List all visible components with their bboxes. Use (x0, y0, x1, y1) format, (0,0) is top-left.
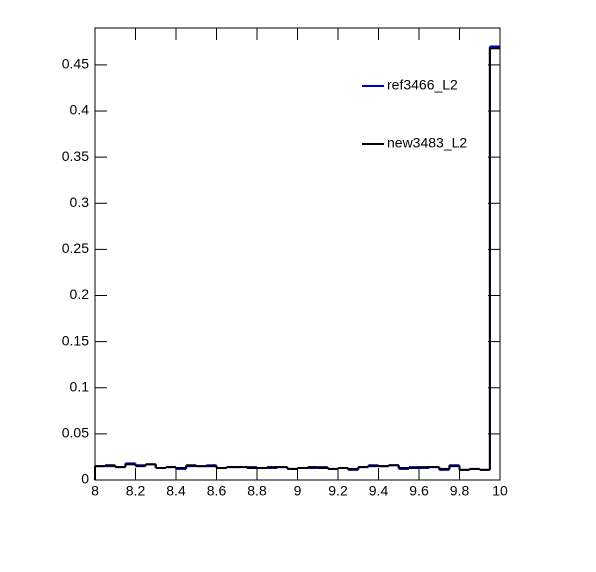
x-tick-label: 10 (492, 483, 508, 499)
y-tick-label: 0.35 (62, 148, 89, 164)
x-tick-label: 8.4 (166, 483, 186, 499)
y-tick-label: 0.4 (70, 102, 90, 118)
y-tick-label: 0.15 (62, 332, 89, 348)
y-tick-label: 0.45 (62, 56, 89, 72)
x-tick-label: 9.4 (369, 483, 389, 499)
x-tick-label: 9 (294, 483, 302, 499)
x-tick-label: 8.6 (207, 483, 227, 499)
x-tick-label: 8.2 (126, 483, 146, 499)
x-tick-label: 9.8 (450, 483, 470, 499)
x-tick-label: 9.2 (328, 483, 348, 499)
y-tick-label: 0.25 (62, 240, 89, 256)
legend-label: ref3466_L2 (387, 77, 458, 93)
y-tick-label: 0.3 (70, 194, 90, 210)
x-tick-label: 8 (91, 483, 99, 499)
y-tick-label: 0.2 (70, 286, 90, 302)
y-tick-label: 0 (81, 471, 89, 487)
x-tick-label: 8.8 (247, 483, 267, 499)
y-tick-label: 0.05 (62, 425, 89, 441)
x-tick-label: 9.6 (409, 483, 429, 499)
y-tick-label: 0.1 (70, 378, 90, 394)
legend-label: new3483_L2 (387, 135, 467, 151)
